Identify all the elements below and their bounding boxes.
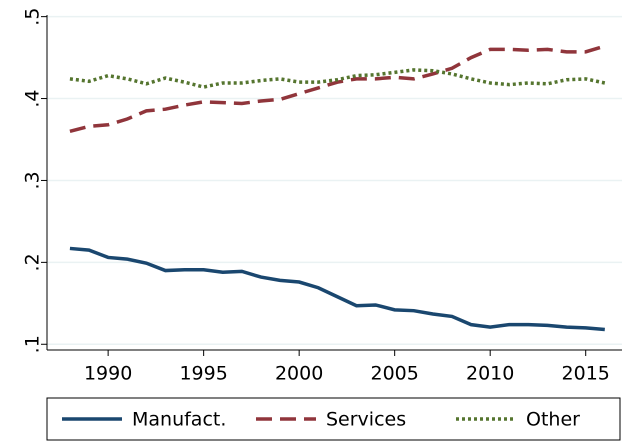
y-tick-label: .5 <box>22 8 44 26</box>
legend-label: Services <box>326 409 406 431</box>
y-tick-label: .3 <box>22 171 44 189</box>
x-tick-label: 1990 <box>84 363 132 385</box>
x-tick-label: 2000 <box>275 363 323 385</box>
x-tick-label: 1995 <box>179 363 227 385</box>
x-tick-label: 2015 <box>562 363 610 385</box>
series-line <box>69 246 605 332</box>
series-line <box>69 44 606 134</box>
series-line <box>69 68 606 89</box>
legend-box <box>46 397 621 441</box>
x-tick-label: 2010 <box>466 363 514 385</box>
legend-label: Other <box>526 409 580 431</box>
x-tick-label: 2005 <box>370 363 418 385</box>
legend-label: Manufact. <box>132 409 226 431</box>
y-tick-label: .2 <box>22 253 44 271</box>
y-tick-label: .4 <box>22 89 44 107</box>
y-tick-label: .1 <box>22 335 44 353</box>
